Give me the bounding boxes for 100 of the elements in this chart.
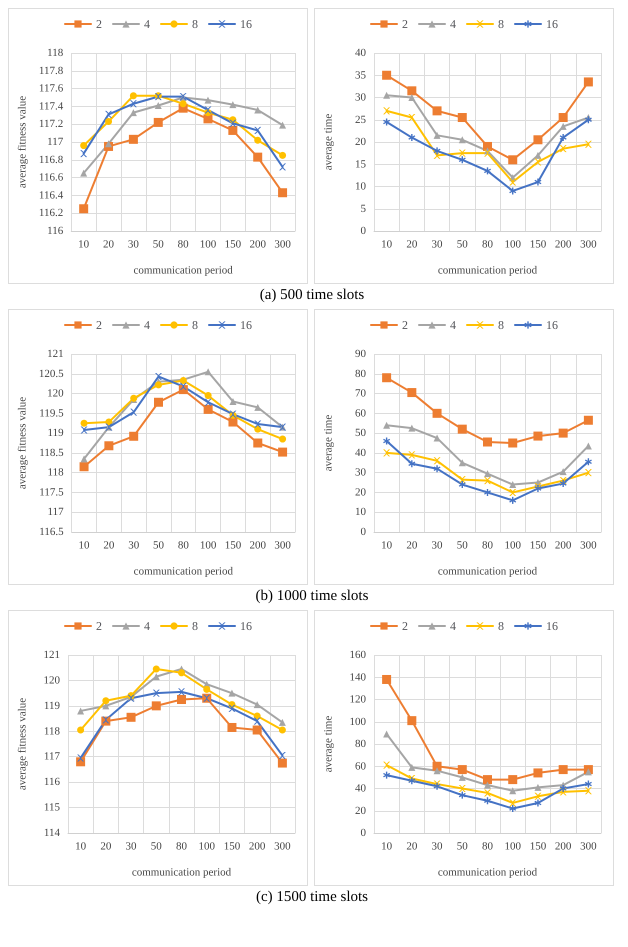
y-tick-label: 117.6 — [38, 82, 64, 95]
y-tick-label: 117 — [44, 750, 60, 763]
x-axis-title: communication period — [438, 264, 538, 276]
text: (b) 1000 time slots — [254, 587, 370, 606]
legend-label: 8 — [498, 17, 504, 31]
x-tick-label: 100 — [200, 238, 217, 250]
x-tick-label: 50 — [456, 540, 468, 552]
y-axis-title: average time — [322, 414, 334, 472]
x-tick-label: 50 — [152, 238, 164, 250]
x-tick-label: 200 — [554, 238, 572, 250]
x-axis-title: communication period — [132, 866, 232, 878]
x-tick-label: 80 — [176, 840, 188, 852]
y-tick-label: 10 — [355, 506, 366, 518]
x-tick-label: 20 — [406, 238, 418, 250]
y-tick-label: 118 — [44, 725, 60, 738]
x-tick-label: 50 — [456, 840, 468, 852]
y-tick-label: 20 — [355, 136, 366, 148]
legend-label: 2 — [402, 318, 408, 332]
legend-label: 4 — [144, 17, 150, 31]
x-tick-label: 300 — [274, 238, 292, 250]
y-tick-label: 0 — [360, 225, 366, 237]
legend-label: 16 — [546, 619, 558, 633]
y-tick-label: 25 — [355, 114, 366, 126]
legend-label: 2 — [96, 619, 102, 633]
legend-label: 16 — [240, 619, 252, 633]
x-tick-label: 200 — [249, 238, 266, 250]
x-tick-label: 80 — [178, 540, 190, 552]
x-tick-label: 100 — [200, 540, 217, 552]
legend-label: 16 — [546, 17, 558, 31]
x-tick-label: 30 — [432, 540, 444, 552]
legend-label: 2 — [96, 318, 102, 332]
y-tick-label: 117.4 — [38, 100, 64, 112]
y-tick-label: 116.8 — [38, 154, 64, 166]
x-tick-label: 300 — [580, 840, 598, 852]
y-tick-label: 120 — [350, 694, 366, 706]
x-tick-label: 30 — [126, 840, 138, 852]
x-tick-label: 30 — [128, 238, 140, 250]
y-axis-title: average fitness value — [16, 396, 28, 490]
y-tick-label: 116 — [47, 225, 64, 237]
y-tick-label: 30 — [355, 92, 366, 104]
y-tick-label: 80 — [355, 738, 366, 750]
x-tick-label: 150 — [224, 238, 242, 250]
x-tick-label: 200 — [248, 840, 266, 852]
x-tick-label: 30 — [128, 540, 140, 552]
y-tick-label: 15 — [355, 158, 366, 170]
y-tick-label: 119 — [48, 427, 64, 440]
y-tick-label: 40 — [355, 446, 366, 459]
y-tick-label: 40 — [355, 782, 366, 794]
x-tick-label: 20 — [100, 840, 112, 852]
y-tick-label: 116 — [44, 776, 60, 788]
legend-label: 16 — [240, 17, 252, 31]
x-tick-label: 10 — [78, 238, 90, 250]
y-tick-label: 117.5 — [39, 486, 64, 498]
x-tick-label: 300 — [580, 238, 598, 250]
x-tick-label: 10 — [75, 840, 87, 852]
y-tick-label: 60 — [355, 407, 366, 420]
legend-label: 8 — [498, 318, 504, 332]
x-axis-title: communication period — [133, 264, 234, 276]
y-tick-label: 20 — [355, 804, 366, 817]
x-tick-label: 200 — [554, 840, 572, 852]
legend-label: 4 — [450, 318, 456, 332]
y-tick-label: 118 — [47, 47, 64, 59]
y-tick-label: 40 — [355, 47, 366, 59]
y-tick-label: 120 — [47, 388, 64, 400]
x-tick-label: 150 — [530, 540, 547, 552]
x-tick-label: 100 — [504, 840, 522, 852]
x-tick-label: 10 — [381, 540, 393, 552]
x-tick-label: 300 — [274, 540, 292, 552]
x-axis-title: communication period — [438, 566, 538, 578]
legend-label: 4 — [144, 318, 150, 332]
y-axis-title: average time — [322, 114, 334, 170]
x-tick-label: 150 — [530, 238, 547, 250]
y-tick-label: 5 — [360, 202, 366, 215]
y-tick-label: 10 — [355, 180, 366, 192]
legend-label: 4 — [450, 619, 456, 633]
x-axis-title: communication period — [134, 566, 234, 578]
y-tick-label: 118 — [48, 466, 64, 479]
x-tick-label: 150 — [224, 840, 241, 852]
text: (a) 500 time slots — [258, 286, 366, 305]
y-tick-label: 117 — [48, 506, 64, 518]
x-tick-label: 10 — [78, 540, 90, 552]
x-tick-label: 80 — [482, 540, 494, 552]
y-tick-label: 60 — [355, 760, 366, 772]
y-tick-label: 20 — [355, 486, 366, 498]
y-tick-label: 117 — [47, 136, 64, 148]
legend-label: 2 — [96, 17, 102, 31]
y-tick-label: 120.5 — [38, 368, 64, 380]
y-tick-label: 116.4 — [38, 189, 64, 202]
y-tick-label: 35 — [355, 69, 366, 82]
y-tick-label: 50 — [355, 427, 366, 440]
y-tick-label: 119 — [44, 700, 60, 712]
y-axis-title: average fitness value — [16, 96, 28, 188]
y-tick-label: 118.5 — [39, 446, 64, 459]
x-tick-label: 80 — [482, 840, 494, 852]
y-tick-label: 115 — [44, 802, 60, 814]
x-tick-label: 50 — [153, 540, 165, 552]
legend-label: 8 — [192, 619, 198, 633]
y-tick-label: 70 — [355, 388, 366, 400]
y-tick-label: 117.8 — [38, 64, 64, 77]
y-tick-label: 160 — [350, 649, 366, 661]
